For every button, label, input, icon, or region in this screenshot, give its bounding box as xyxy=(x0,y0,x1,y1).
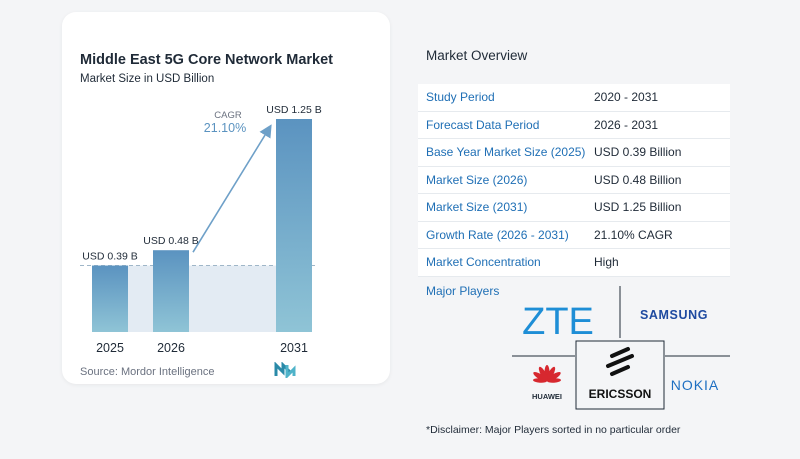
cagr-value: 21.10% xyxy=(204,121,246,135)
overview-key: Forecast Data Period xyxy=(418,111,586,139)
baseline-band xyxy=(128,265,276,332)
overview-key: Market Size (2031) xyxy=(418,193,586,222)
chart-subtitle: Market Size in USD Billion xyxy=(80,73,215,85)
overview-row: Forecast Data Period 2026 - 2031 xyxy=(418,111,730,139)
overview-value: USD 1.25 Billion xyxy=(586,193,730,222)
overview-row: Base Year Market Size (2025) USD 0.39 Bil… xyxy=(418,138,730,167)
ericsson-icon xyxy=(606,347,634,376)
overview-row: Market Size (2031) USD 1.25 Billion xyxy=(418,193,730,222)
overview-row: Study Period 2020 - 2031 xyxy=(418,84,730,112)
cagr-arrow xyxy=(192,124,272,253)
huawei-flower-icon xyxy=(533,365,561,383)
market-overview-table: Study Period 2020 - 2031 Forecast Data Per… xyxy=(418,84,730,277)
x-tick-label: 2025 xyxy=(96,341,124,355)
source-note: Source: Mordor Intelligence xyxy=(80,366,215,378)
overview-value: USD 0.48 Billion xyxy=(586,166,730,194)
overview-key: Base Year Market Size (2025) xyxy=(418,138,586,167)
bar-data-label: USD 0.39 B xyxy=(82,251,137,263)
chart-title: Middle East 5G Core Network Market xyxy=(80,52,334,68)
x-tick-label: 2026 xyxy=(157,341,185,355)
overview-value: 2026 - 2031 xyxy=(586,111,730,139)
disclaimer-text: *Disclaimer: Major Players sorted in no … xyxy=(426,424,681,436)
overview-key: Study Period xyxy=(418,84,586,112)
mordor-logo-icon xyxy=(274,362,296,378)
overview-row: Market Concentration High xyxy=(418,248,730,277)
overview-key: Market Size (2026) xyxy=(418,166,586,194)
x-tick-label: 2031 xyxy=(280,341,308,355)
overview-row: Growth Rate (2026 - 2031) 21.10% CAGR xyxy=(418,221,730,249)
ericsson-logo: ERICSSON xyxy=(589,387,652,401)
grid-divider xyxy=(575,340,665,410)
bar xyxy=(153,250,189,332)
overview-row: Market Size (2026) USD 0.48 Billion xyxy=(418,166,730,194)
bar xyxy=(276,119,312,332)
bar-data-label: USD 0.48 B xyxy=(143,235,198,247)
overview-value: 2020 - 2031 xyxy=(586,84,730,112)
major-players-label: Major Players xyxy=(426,284,500,298)
bar xyxy=(92,265,128,332)
zte-logo: ZTE xyxy=(522,301,594,343)
overview-value: USD 0.39 Billion xyxy=(586,138,730,167)
overview-key: Market Concentration xyxy=(418,248,586,277)
overview-value: High xyxy=(586,248,730,277)
huawei-logo: HUAWEI xyxy=(532,392,562,401)
overview-title: Market Overview xyxy=(426,48,528,63)
bar-data-label: USD 1.25 B xyxy=(266,104,321,116)
overview-key: Growth Rate (2026 - 2031) xyxy=(418,221,586,249)
nokia-logo: NOKIA xyxy=(671,377,720,393)
cagr-label: CAGR xyxy=(214,110,242,121)
samsung-logo: SAMSUNG xyxy=(640,308,708,322)
overview-value: 21.10% CAGR xyxy=(586,221,730,249)
